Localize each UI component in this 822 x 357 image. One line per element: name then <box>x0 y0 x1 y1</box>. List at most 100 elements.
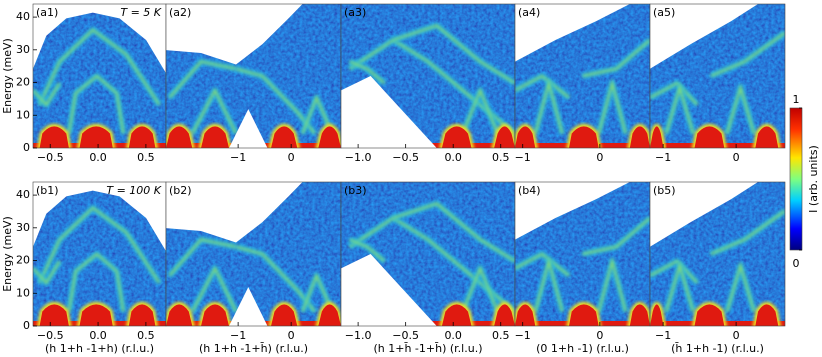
x-axis-label: (h 1+h -1+h̄) (r.l.u.) <box>199 342 308 355</box>
dispersion-core <box>349 60 386 85</box>
intensity-peak <box>128 304 156 326</box>
intensity-peak <box>318 126 341 148</box>
intensity-peak <box>650 126 664 148</box>
panel-label: (b2) <box>169 184 192 197</box>
y-tick-label: 30 <box>16 221 30 234</box>
intensity-peak <box>494 304 515 326</box>
y-tick-label: 40 <box>16 10 30 23</box>
x-tick-label: −1 <box>655 151 671 164</box>
no-coverage <box>166 4 303 65</box>
dispersion-core <box>191 87 237 135</box>
x-tick-label: −1 <box>230 151 246 164</box>
dispersion-core <box>191 265 237 313</box>
x-tick-label: 0 <box>733 151 740 164</box>
intensity-peak <box>515 304 536 326</box>
heatmap-panel: −1 0 (a2) <box>165 3 342 164</box>
intensity-map <box>341 182 515 326</box>
dispersion-core <box>710 209 785 256</box>
x-axis-label: (h 1+h̄ -1+h̄) (r.l.u.) <box>373 342 482 355</box>
intensity-peak <box>755 304 779 326</box>
heatmap-panel: −1 0 (b2) (h 1+h -1+h̄) (r.l.u.) <box>165 181 342 355</box>
intensity-peak <box>441 304 472 326</box>
panel-label: (b3) <box>344 184 367 197</box>
x-tick-label: 0.0 <box>444 329 462 342</box>
intensity-map <box>515 182 650 326</box>
dispersion-core <box>67 74 125 134</box>
dispersion-core <box>534 78 564 134</box>
intensity-peak <box>271 304 298 326</box>
intensity-peak <box>629 304 650 326</box>
no-coverage <box>166 182 303 243</box>
no-coverage <box>341 76 437 148</box>
x-axis-label: (h 1+h -1+h) (r.l.u.) <box>45 342 154 355</box>
panel-label: (a4) <box>518 6 540 19</box>
intensity-peak <box>441 126 472 148</box>
x-tick-label: 0.5 <box>492 151 510 164</box>
colorbar <box>789 107 803 251</box>
x-tick-label: −1 <box>515 329 531 342</box>
dispersion-core <box>33 260 61 285</box>
dispersion-core <box>301 272 334 313</box>
intensity-peak <box>166 126 193 148</box>
temperature-label: T = 5 K <box>120 6 161 19</box>
heatmap-panel: −1.0 −0.5 0.0 0.5 (b3) (h 1+h̄ -1+h̄) (r.l.u.… <box>340 181 516 355</box>
dispersion-core <box>38 206 161 284</box>
dispersion-core <box>515 74 570 99</box>
heatmap-panel: −1 0 (b4) (0 1+h -1) (r.l.u.) <box>515 181 651 355</box>
y-axis-label: Energy (meV) <box>1 38 14 114</box>
intensity-peak <box>755 126 779 148</box>
x-tick-label: −1 <box>515 151 531 164</box>
intensity-peak <box>694 126 725 148</box>
colorbar-tick-label: 0 <box>793 257 800 270</box>
intensity-map <box>650 4 785 148</box>
temperature-label: T = 100 K <box>106 184 161 197</box>
dispersion-core <box>461 87 499 135</box>
dispersion-core <box>665 261 695 312</box>
x-tick-label: −0.5 <box>392 329 419 342</box>
y-tick-label: 10 <box>16 108 30 121</box>
dispersion-core <box>582 217 650 256</box>
dispersion-core <box>597 78 627 134</box>
dispersion-core <box>665 83 695 134</box>
intensity-peak <box>494 126 515 148</box>
heatmap-panel: −1.0 −0.5 0.0 0.5 (a3) <box>340 3 516 164</box>
dispersion-core <box>392 202 515 263</box>
colorbar-label: I (arb. units) <box>807 145 820 213</box>
dispersion-core <box>650 259 699 284</box>
dispersion-core <box>725 83 756 134</box>
intensity-peak <box>201 126 229 148</box>
panel-label: (a1) <box>36 6 58 19</box>
intensity-peak <box>79 304 113 326</box>
no-coverage <box>229 287 268 326</box>
x-tick-label: −1.0 <box>345 329 372 342</box>
panel-label: (b1) <box>36 184 59 197</box>
x-tick-label: 0 <box>288 151 295 164</box>
panel-label: (a3) <box>344 6 366 19</box>
x-tick-label: −1 <box>655 329 671 342</box>
y-axis-label: Energy (meV) <box>1 216 14 292</box>
no-coverage <box>341 254 437 326</box>
dispersion-core <box>168 60 237 99</box>
panel-label: (a2) <box>169 6 191 19</box>
heatmap-panel: −1 0 (a4) <box>515 3 651 164</box>
dispersion-core <box>67 252 125 312</box>
panel-label: (b5) <box>653 184 676 197</box>
y-tick-label: 0 <box>23 319 30 332</box>
x-tick-label: −0.5 <box>37 151 64 164</box>
no-coverage <box>33 4 166 74</box>
x-tick-label: 0 <box>596 329 603 342</box>
dispersion-core <box>38 28 161 106</box>
intensity-peak <box>694 304 725 326</box>
dispersion-core <box>515 252 570 277</box>
panel-label: (a5) <box>653 6 675 19</box>
no-coverage <box>650 4 758 69</box>
intensity-peak <box>201 304 229 326</box>
y-tick-label: 10 <box>16 286 30 299</box>
no-coverage <box>650 182 758 247</box>
intensity-map <box>650 182 785 326</box>
dispersion-core <box>349 238 386 263</box>
intensity-map <box>33 182 166 326</box>
dispersion-core <box>582 39 650 78</box>
intensity-peak <box>629 126 650 148</box>
panel-label: (b4) <box>518 184 541 197</box>
